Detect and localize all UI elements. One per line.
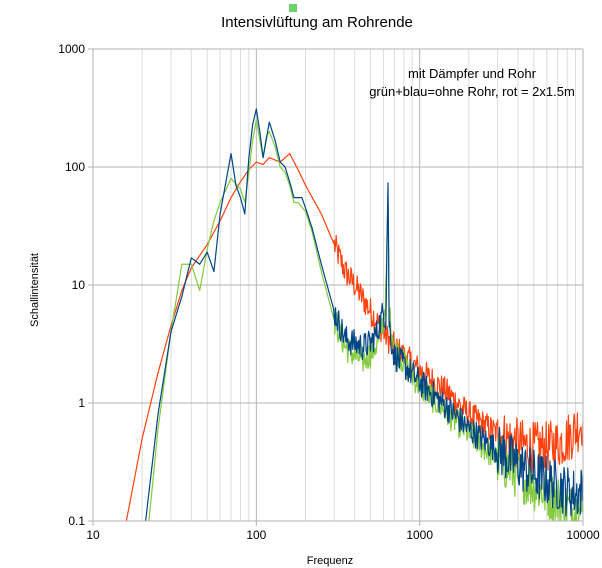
annotation-line-2: grün+blau=ohne Rohr, rot = 2x1.5m (369, 84, 575, 99)
series-line-0 (125, 152, 584, 522)
y-axis-label: Schallintensität (29, 253, 41, 327)
title-marker (289, 4, 297, 12)
y-axis-ticks: 0.1 1 10 100 1000 (58, 42, 93, 528)
y-tick-label: 1000 (58, 42, 85, 56)
x-axis-ticks: 10 100 1000 10000 (86, 521, 600, 542)
x-tick-label: 10000 (566, 528, 600, 542)
chart-title: Intensivlüftung am Rohrende (221, 14, 413, 31)
x-tick-label: 1000 (406, 528, 433, 542)
y-tick-label: 1 (78, 396, 85, 410)
x-axis-label: Frequenz (307, 555, 353, 567)
x-tick-label: 10 (86, 528, 100, 542)
series-line-1 (145, 108, 584, 522)
y-tick-label: 100 (65, 160, 85, 174)
y-tick-label: 10 (72, 278, 86, 292)
x-tick-label: 100 (246, 528, 266, 542)
y-tick-label: 0.1 (68, 514, 85, 528)
series-layer (125, 108, 584, 522)
annotation-line-1: mit Dämpfer und Rohr (408, 66, 537, 81)
